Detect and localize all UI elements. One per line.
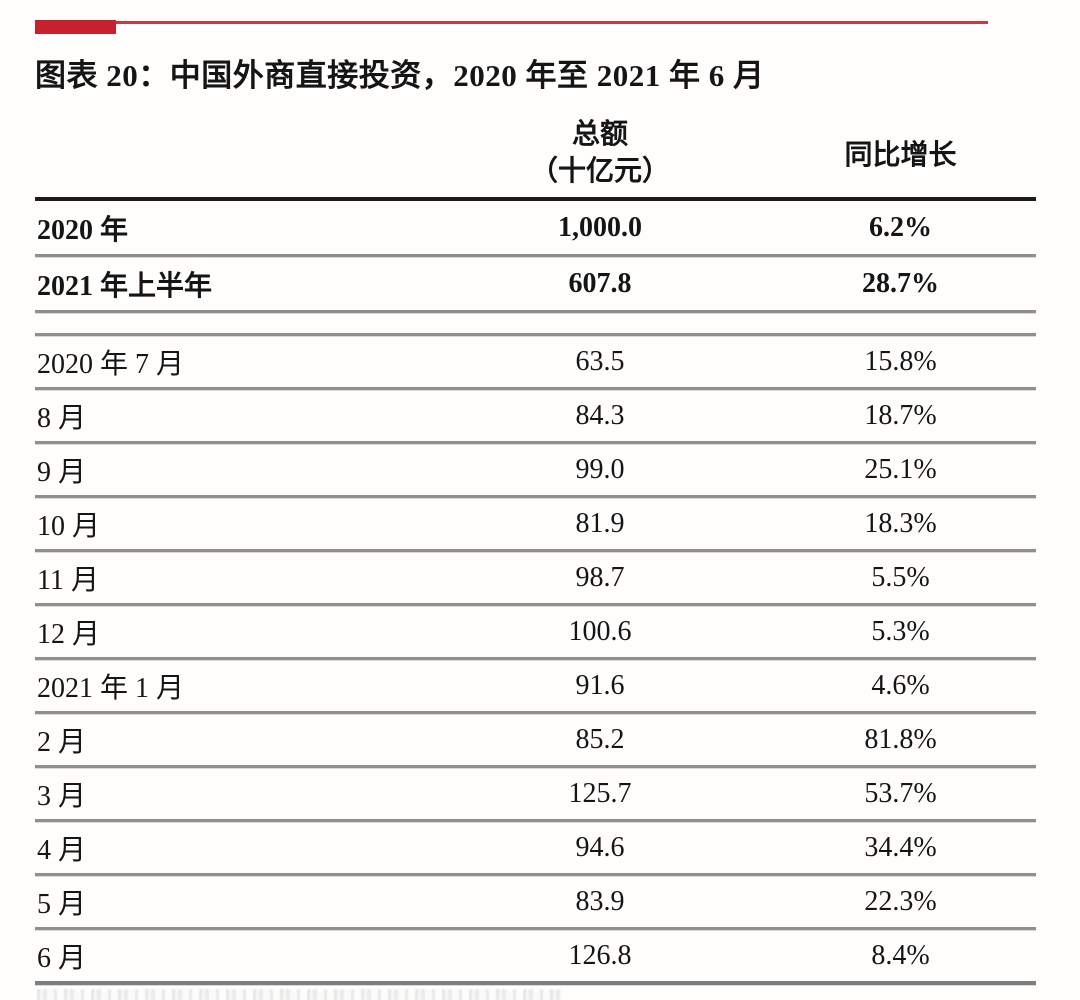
table-row: 2 月 85.2 81.8% xyxy=(35,714,1036,768)
fdi-table: 总额 （十亿元） 同比增长 2020 年 1,000.0 6.2% 2021 年… xyxy=(35,108,1036,985)
amount-value: 85.2 xyxy=(575,723,625,755)
amount-value: 91.6 xyxy=(575,669,625,701)
figure-title: 图表 20：中国外商直接投资，2020 年至 2021 年 6 月 xyxy=(35,58,765,93)
table-row: 2020 年 7 月 63.5 15.8% xyxy=(35,336,1036,390)
table-row: 8 月 84.3 18.7% xyxy=(35,390,1036,444)
clipped-source-note xyxy=(37,989,562,1000)
row-label: 2020 年 7 月 xyxy=(37,348,185,380)
amount-value: 98.7 xyxy=(575,561,625,593)
row-label: 8 月 xyxy=(37,402,87,434)
table-row: 9 月 99.0 25.1% xyxy=(35,444,1036,498)
yoy-value: 34.4% xyxy=(864,831,937,863)
header-amount-line2: （十亿元） xyxy=(529,155,670,187)
row-label: 2021 年 1 月 xyxy=(37,672,185,704)
yoy-value: 5.3% xyxy=(871,615,930,647)
row-label: 2 月 xyxy=(37,726,87,758)
section-divider xyxy=(35,313,1036,336)
table-row: 5 月 83.9 22.3% xyxy=(35,876,1036,930)
red-accent-line xyxy=(35,21,988,24)
amount-value: 607.8 xyxy=(568,267,632,299)
row-label: 11 月 xyxy=(37,564,99,596)
row-label: 3 月 xyxy=(37,780,87,812)
table-row: 3 月 125.7 53.7% xyxy=(35,768,1036,822)
yoy-value: 8.4% xyxy=(871,939,930,971)
row-label: 5 月 xyxy=(37,888,87,920)
yoy-value: 18.3% xyxy=(864,507,937,539)
yoy-value: 5.5% xyxy=(871,561,930,593)
row-label: 9 月 xyxy=(37,456,87,488)
yoy-value: 28.7% xyxy=(862,267,939,299)
amount-value: 125.7 xyxy=(568,777,632,809)
amount-value: 94.6 xyxy=(575,831,625,863)
amount-value: 99.0 xyxy=(575,453,625,485)
amount-value: 63.5 xyxy=(575,345,625,377)
header-amount-line1: 总额 xyxy=(571,118,628,150)
header-yoy-cell: 同比增长 xyxy=(844,139,957,171)
yoy-value: 18.7% xyxy=(864,399,937,431)
row-label: 10 月 xyxy=(37,510,101,542)
table-row: 2020 年 1,000.0 6.2% xyxy=(35,201,1036,257)
table-row: 12 月 100.6 5.3% xyxy=(35,606,1036,660)
table-row: 4 月 94.6 34.4% xyxy=(35,822,1036,876)
row-label: 4 月 xyxy=(37,834,87,866)
amount-value: 81.9 xyxy=(575,507,625,539)
row-label: 2020 年 xyxy=(37,214,129,246)
row-label: 6 月 xyxy=(37,942,87,974)
yoy-value: 22.3% xyxy=(864,885,937,917)
yoy-value: 6.2% xyxy=(869,211,932,243)
amount-value: 83.9 xyxy=(575,885,625,917)
table-row: 10 月 81.9 18.3% xyxy=(35,498,1036,552)
red-accent-block xyxy=(35,20,116,34)
table-row: 2021 年 1 月 91.6 4.6% xyxy=(35,660,1036,714)
table-row: 6 月 126.8 8.4% xyxy=(35,930,1036,985)
row-label: 2021 年上半年 xyxy=(37,270,213,302)
table-row: 2021 年上半年 607.8 28.7% xyxy=(35,257,1036,313)
yoy-value: 53.7% xyxy=(864,777,937,809)
row-label: 12 月 xyxy=(37,618,101,650)
yoy-value: 25.1% xyxy=(864,453,937,485)
amount-value: 100.6 xyxy=(568,615,632,647)
amount-value: 126.8 xyxy=(568,939,632,971)
table-row: 11 月 98.7 5.5% xyxy=(35,552,1036,606)
amount-value: 1,000.0 xyxy=(558,211,642,243)
amount-value: 84.3 xyxy=(575,399,625,431)
yoy-value: 4.6% xyxy=(871,669,930,701)
yoy-value: 15.8% xyxy=(864,345,937,377)
header-amount-cell: 总额 （十亿元） xyxy=(435,116,765,190)
table-header-row: 总额 （十亿元） 同比增长 xyxy=(35,108,1036,201)
yoy-value: 81.8% xyxy=(864,723,937,755)
